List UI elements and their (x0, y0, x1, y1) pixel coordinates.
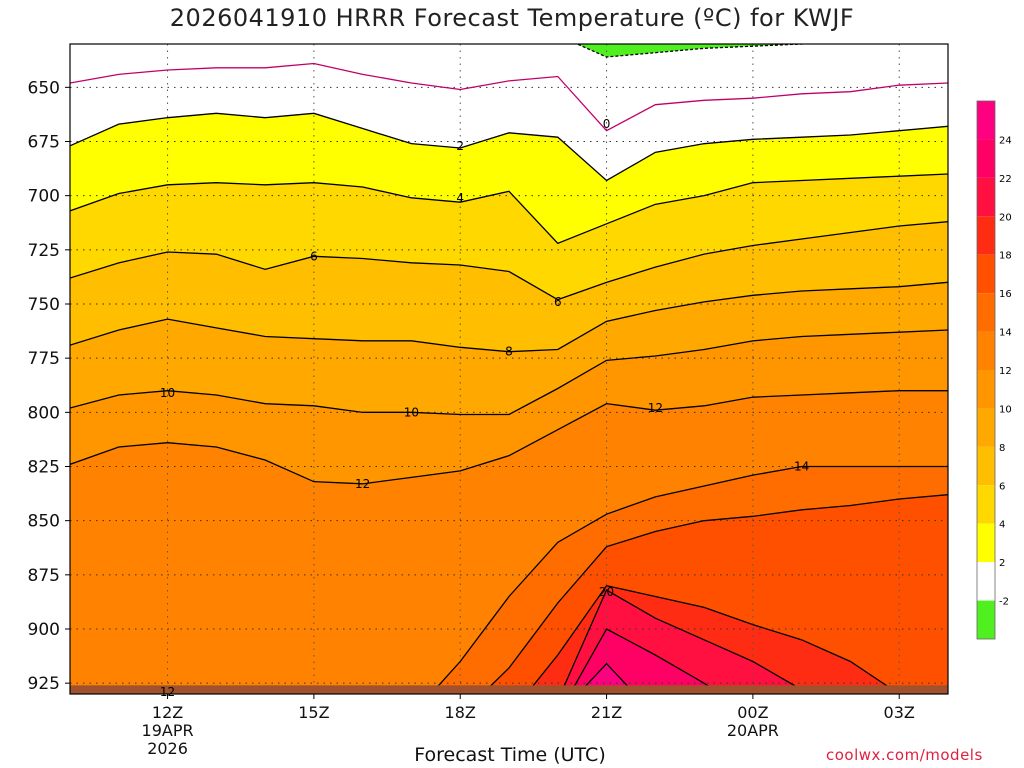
y-tick-label-850: 850 (28, 512, 60, 532)
contour-label-3: 6 (310, 249, 318, 263)
colorbar-band-10 (977, 485, 995, 524)
colorbar-band-7 (977, 370, 995, 409)
contour-label-0: 0 (603, 117, 611, 131)
colorbar-label-5: 14 (999, 328, 1012, 339)
colorbar-band-12 (977, 562, 995, 601)
y-tick-label-900: 900 (28, 620, 60, 640)
y-tick-label-700: 700 (28, 187, 60, 207)
colorbar-label-6: 12 (999, 366, 1012, 377)
colorbar-band-13 (977, 600, 995, 639)
colorbar-band-1 (977, 139, 995, 178)
x-tick-label-03Z: 03Z (884, 703, 915, 722)
x-date-label: 19APR (142, 721, 194, 740)
colorbar-label-1: 22 (999, 174, 1012, 185)
isotherm-8 (70, 281, 948, 353)
colorbar-label-0: 24 (999, 135, 1012, 146)
y-tick-label-925: 925 (28, 674, 60, 694)
colorbar-band-8 (977, 408, 995, 447)
x-year-label: 2026 (147, 739, 188, 758)
colorbar-label-9: 6 (999, 481, 1005, 492)
isotherm-10 (70, 329, 948, 416)
colorbar-band-6 (977, 331, 995, 370)
isotherm-18 (525, 584, 901, 694)
contour-label-10: 14 (794, 460, 809, 474)
contour-label-11: 20 (599, 585, 614, 599)
fill-band--2 (70, 44, 948, 57)
x-tick-label-18Z: 18Z (445, 703, 476, 722)
source-credit: coolwx.com/models (826, 746, 983, 764)
contour-label-1: 2 (456, 139, 464, 153)
isotherm-14 (430, 465, 948, 694)
contour-label-4: 6 (554, 295, 562, 309)
colorbar-band-2 (977, 177, 995, 217)
isotherm-4 (70, 173, 948, 245)
isotherm-12 (70, 390, 948, 485)
x-date-label: 20APR (727, 721, 779, 740)
colorbar-label-10: 4 (999, 520, 1005, 531)
isotherm-6 (70, 221, 948, 301)
colorbar-band-4 (977, 254, 995, 294)
x-tick-label-00Z: 00Z (737, 703, 768, 722)
y-tick-label-875: 875 (28, 566, 60, 586)
fill-band-0 (70, 44, 948, 131)
y-tick-label-775: 775 (28, 349, 60, 369)
y-tick-label-675: 675 (28, 133, 60, 153)
y-tick-label-800: 800 (28, 403, 60, 423)
x-tick-label-21Z: 21Z (591, 703, 622, 722)
colorbar-label-8: 8 (999, 443, 1005, 454)
x-tick-label-15Z: 15Z (298, 703, 329, 722)
colorbar-band-5 (977, 293, 995, 332)
contour-label-5: 8 (505, 345, 513, 359)
ground-band (70, 685, 948, 694)
contour-label-2: 4 (456, 191, 464, 205)
colorbar-label-7: 10 (999, 404, 1012, 415)
colorbar-label-11: 2 (999, 558, 1005, 569)
contour-label-7: 10 (404, 405, 419, 419)
colorbar-label-3: 18 (999, 251, 1012, 262)
isotherm-0 (70, 62, 948, 132)
isotherm-2 (70, 112, 948, 182)
colorbar-band-11 (977, 523, 995, 563)
colorbar-label-2: 20 (999, 212, 1012, 223)
y-tick-label-825: 825 (28, 458, 60, 478)
isotherm-16 (481, 494, 948, 694)
plot-frame (69, 43, 949, 695)
colorbar-label-4: 16 (999, 289, 1012, 300)
colorbar-frame (976, 100, 996, 640)
contour-label-8: 12 (648, 401, 663, 415)
contour-label-12: 12 (160, 685, 175, 699)
y-tick-label-750: 750 (28, 295, 60, 315)
y-tick-label-725: 725 (28, 241, 60, 261)
colorbar-band-0 (977, 101, 995, 140)
y-tick-label-650: 650 (28, 78, 60, 98)
x-axis-label: Forecast Time (UTC) (414, 744, 606, 766)
colorbar-band-9 (977, 446, 995, 486)
colorbar-label-12: -2 (999, 597, 1009, 608)
colorbar-band-3 (977, 216, 995, 255)
contour-label-6: 10 (160, 386, 175, 400)
contour-label-9: 12 (355, 477, 370, 491)
chart-title: 2026041910 HRRR Forecast Temperature (ºC… (169, 4, 855, 32)
x-tick-label-12Z: 12Z (152, 703, 183, 722)
